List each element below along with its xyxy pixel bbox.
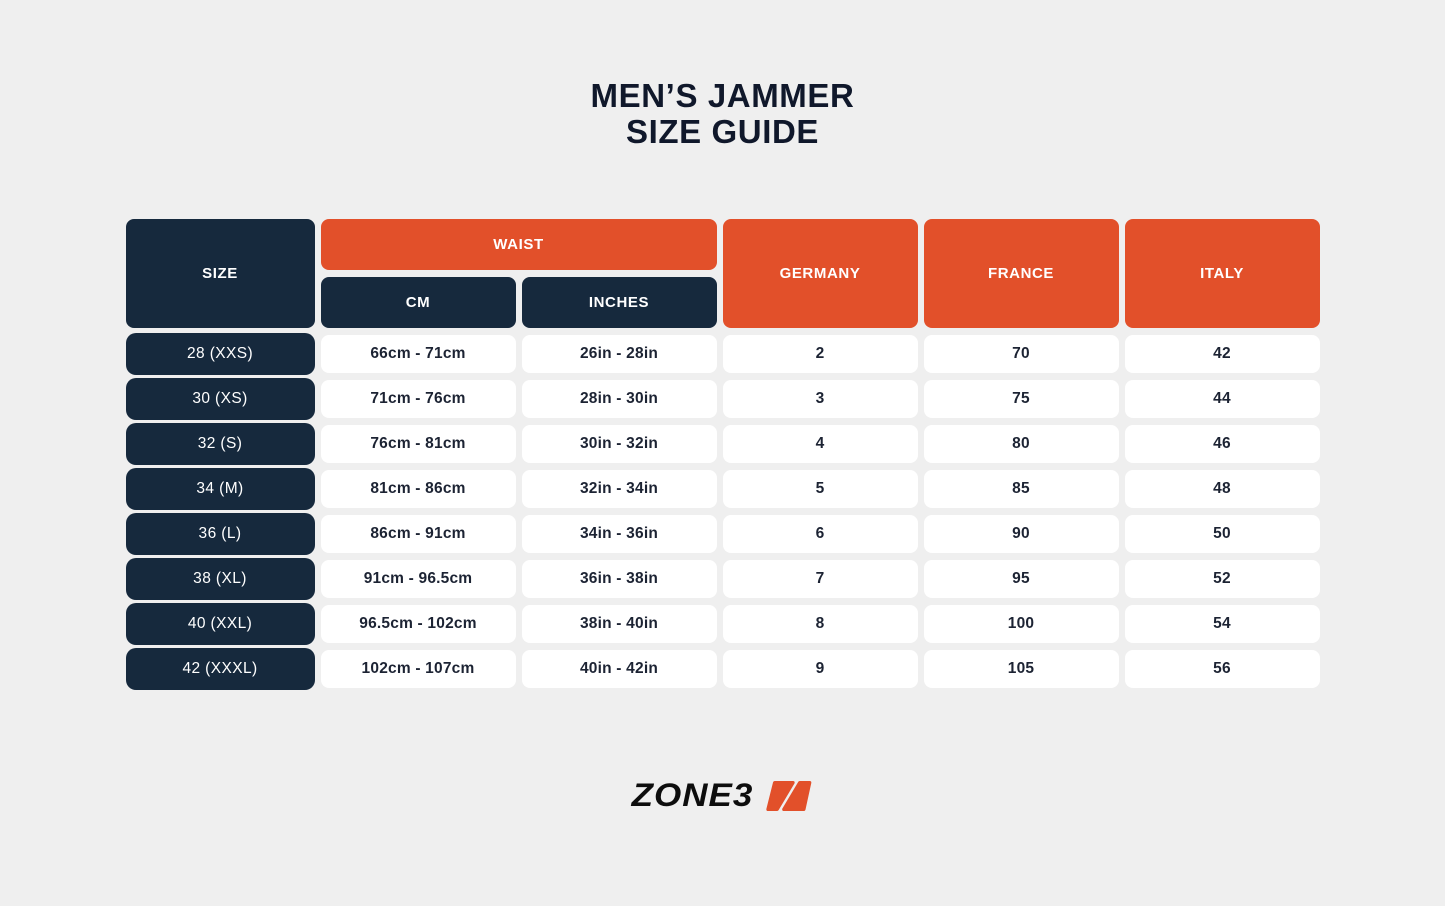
column-header-italy: ITALY <box>1124 219 1320 328</box>
brand-logo-text: ZONE3 <box>631 777 754 814</box>
page-title-line2: SIZE GUIDE <box>625 113 820 150</box>
size-table: SIZE WAIST CM INCHES GERMANY FRANCE ITAL… <box>125 219 1320 690</box>
column-group-header-waist: WAIST <box>320 219 717 270</box>
waist-cm-cell: 81cm - 86cm <box>320 470 516 508</box>
italy-cell: 46 <box>1124 425 1320 463</box>
size-cell: 28 (XXS) <box>125 333 315 375</box>
column-header-france: FRANCE <box>923 219 1119 328</box>
zone3-logo-icon <box>766 781 812 811</box>
germany-cell: 7 <box>722 560 918 598</box>
france-cell: 90 <box>923 515 1119 553</box>
germany-cell: 2 <box>722 335 918 373</box>
waist-cm-cell: 71cm - 76cm <box>320 380 516 418</box>
italy-cell: 52 <box>1124 560 1320 598</box>
italy-cell: 54 <box>1124 605 1320 643</box>
germany-cell: 3 <box>722 380 918 418</box>
size-cell: 40 (XXL) <box>125 603 315 645</box>
size-cell: 38 (XL) <box>125 558 315 600</box>
france-cell: 85 <box>923 470 1119 508</box>
waist-cm-cell: 86cm - 91cm <box>320 515 516 553</box>
waist-cm-cell: 66cm - 71cm <box>320 335 516 373</box>
size-cell: 42 (XXXL) <box>125 648 315 690</box>
size-cell: 36 (L) <box>125 513 315 555</box>
italy-cell: 44 <box>1124 380 1320 418</box>
waist-inches-cell: 38in - 40in <box>521 605 717 643</box>
waist-inches-cell: 40in - 42in <box>521 650 717 688</box>
waist-cm-cell: 102cm - 107cm <box>320 650 516 688</box>
france-cell: 100 <box>923 605 1119 643</box>
germany-cell: 8 <box>722 605 918 643</box>
waist-inches-cell: 26in - 28in <box>521 335 717 373</box>
waist-inches-cell: 32in - 34in <box>521 470 717 508</box>
france-cell: 75 <box>923 380 1119 418</box>
waist-cm-cell: 96.5cm - 102cm <box>320 605 516 643</box>
waist-cm-cell: 91cm - 96.5cm <box>320 560 516 598</box>
italy-cell: 56 <box>1124 650 1320 688</box>
size-cell: 32 (S) <box>125 423 315 465</box>
germany-cell: 6 <box>722 515 918 553</box>
germany-cell: 5 <box>722 470 918 508</box>
brand-footer: ZONE3 <box>0 776 1445 816</box>
france-cell: 70 <box>923 335 1119 373</box>
size-cell: 30 (XS) <box>125 378 315 420</box>
column-header-inches: INCHES <box>521 277 717 328</box>
waist-cm-cell: 76cm - 81cm <box>320 425 516 463</box>
page-title: MEN’S JAMMER SIZE GUIDE <box>0 78 1445 150</box>
waist-inches-cell: 28in - 30in <box>521 380 717 418</box>
waist-inches-cell: 34in - 36in <box>521 515 717 553</box>
germany-cell: 9 <box>722 650 918 688</box>
waist-inches-cell: 30in - 32in <box>521 425 717 463</box>
waist-inches-cell: 36in - 38in <box>521 560 717 598</box>
italy-cell: 42 <box>1124 335 1320 373</box>
france-cell: 95 <box>923 560 1119 598</box>
germany-cell: 4 <box>722 425 918 463</box>
column-header-size: SIZE <box>125 219 315 328</box>
page-title-line1: MEN’S JAMMER <box>590 77 855 114</box>
size-cell: 34 (M) <box>125 468 315 510</box>
france-cell: 80 <box>923 425 1119 463</box>
column-header-cm: CM <box>320 277 516 328</box>
france-cell: 105 <box>923 650 1119 688</box>
column-header-germany: GERMANY <box>722 219 918 328</box>
italy-cell: 50 <box>1124 515 1320 553</box>
italy-cell: 48 <box>1124 470 1320 508</box>
